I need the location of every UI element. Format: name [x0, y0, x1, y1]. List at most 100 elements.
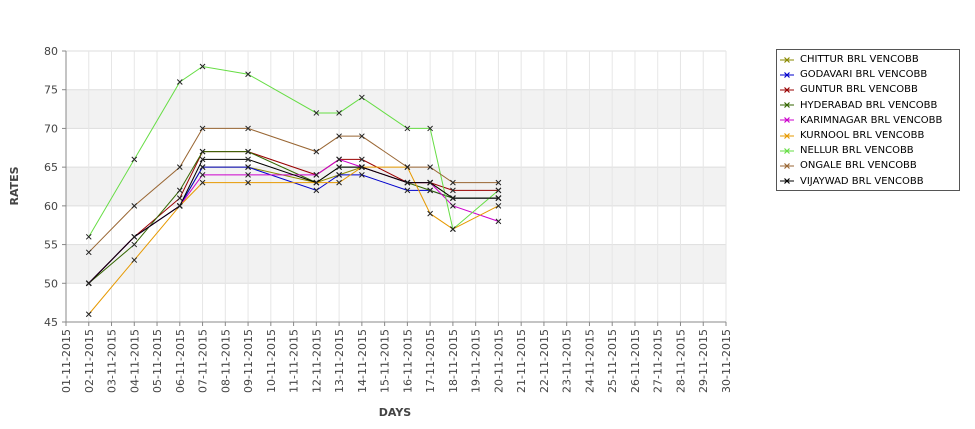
data-point [404, 164, 411, 170]
legend-item: VIJAYWAD BRL VENCOBB [780, 175, 924, 188]
x-tick-label: 08-11-2015 [219, 329, 232, 393]
x-tick-label: 28-11-2015 [674, 329, 687, 393]
chart-legend: CHITTUR BRL VENCOBB GODAVARI BRL VENCOBB G… [776, 49, 960, 191]
x-tick-label: 14-11-2015 [356, 329, 369, 393]
data-point [450, 226, 456, 232]
data-point [131, 241, 138, 248]
x-axis-ticks: 01-11-2015 02-11-2015 03-11-2015 04-11-2015… [60, 322, 733, 393]
data-point [495, 203, 502, 209]
data-point [404, 187, 411, 194]
x-tick-label: 27-11-2015 [652, 329, 665, 393]
data-point [245, 156, 251, 163]
plot-band [66, 244, 726, 284]
plot-band [66, 89, 726, 129]
legend-label: GODAVARI BRL VENCOBB [800, 69, 928, 81]
data-point [85, 233, 92, 240]
data-point [131, 156, 138, 163]
x-tick-label: 16-11-2015 [401, 329, 414, 393]
legend-item: HYDERABAD BRL VENCOBB [780, 99, 937, 112]
x-tick-label: 17-11-2015 [424, 329, 437, 393]
series-group [85, 63, 502, 240]
series-line [88, 166, 499, 315]
x-tick-label: 03-11-2015 [106, 329, 119, 393]
x-tick-label: 06-11-2015 [174, 329, 187, 393]
y-tick-label: 65 [44, 161, 58, 174]
legend-item: ONGALE BRL VENCOBB [780, 159, 917, 172]
data-point [313, 148, 320, 155]
legend-label: KURNOOL BRL VENCOBB [800, 130, 925, 141]
x-tick-label: 29-11-2015 [697, 329, 710, 393]
series-line [88, 65, 499, 238]
data-point [245, 179, 251, 186]
series-line [88, 158, 499, 284]
series-lines [85, 63, 502, 318]
data-point [336, 110, 342, 116]
data-point [131, 257, 138, 263]
data-point [427, 210, 433, 217]
x-tick-label: 07-11-2015 [197, 329, 210, 393]
data-point [313, 110, 320, 116]
legend-swatch-icon [780, 102, 794, 109]
data-point [313, 179, 320, 186]
x-tick-label: 11-11-2015 [288, 329, 301, 393]
legend-label: HYDERABAD BRL VENCOBB [800, 99, 938, 111]
legend-swatch-icon [780, 178, 794, 185]
data-point [336, 133, 342, 140]
data-point [336, 179, 342, 186]
y-tick-label: 80 [44, 45, 58, 58]
data-point [450, 187, 456, 194]
x-tick-label: 21-11-2015 [515, 329, 528, 393]
data-point [85, 249, 92, 256]
data-point [313, 187, 320, 194]
y-tick-label: 50 [44, 277, 58, 290]
data-point [359, 156, 365, 163]
y-tick-label: 55 [44, 239, 58, 252]
data-point [495, 218, 502, 225]
x-tick-label: 05-11-2015 [151, 329, 164, 393]
data-point [245, 164, 251, 170]
x-tick-label: 02-11-2015 [83, 329, 96, 393]
legend-swatch-icon [780, 132, 794, 139]
series-line [88, 127, 499, 253]
legend-label: CHITTUR BRL VENCOBB [800, 54, 919, 65]
data-point [427, 179, 433, 186]
x-tick-label: 23-11-2015 [561, 329, 574, 393]
legend-item: GUNTUR BRL VENCOBB [780, 83, 918, 96]
x-tick-label: 10-11-2015 [265, 329, 278, 393]
x-tick-label: 01-11-2015 [60, 329, 73, 393]
y-tick-label: 45 [44, 316, 58, 329]
data-point [404, 125, 411, 132]
data-point [131, 233, 138, 240]
data-point [199, 148, 206, 155]
data-point [359, 164, 365, 170]
data-point [427, 187, 433, 194]
data-point [245, 172, 251, 178]
data-point [336, 172, 342, 178]
x-tick-label: 22-11-2015 [538, 329, 551, 393]
data-point [131, 203, 138, 209]
data-point [176, 203, 183, 209]
data-point [85, 311, 92, 318]
legend-item: NELLUR BRL VENCOBB [780, 144, 914, 157]
x-tick-label: 04-11-2015 [128, 329, 141, 393]
x-tick-label: 26-11-2015 [629, 329, 642, 393]
series-group [85, 156, 502, 287]
y-tick-label: 60 [44, 200, 58, 213]
legend-swatch-icon [780, 71, 794, 78]
data-point [427, 164, 433, 170]
data-point [359, 172, 365, 178]
legend-swatch-icon [780, 117, 794, 124]
series-group [85, 125, 502, 256]
x-tick-label: 15-11-2015 [379, 329, 392, 393]
y-axis-ticks: 45 50 55 60 65 70 75 80 [44, 45, 66, 329]
x-tick-label: 12-11-2015 [310, 329, 323, 393]
data-point [336, 164, 342, 170]
x-tick-label: 20-11-2015 [492, 329, 505, 393]
legend-label: KARIMNAGAR BRL VENCOBB [800, 114, 943, 126]
legend-swatch-icon [780, 147, 794, 154]
y-axis-title: RATES [8, 166, 21, 205]
legend-label: ONGALE BRL VENCOBB [800, 160, 917, 172]
legend-item: CHITTUR BRL VENCOBB [780, 53, 919, 66]
data-point [450, 203, 456, 209]
